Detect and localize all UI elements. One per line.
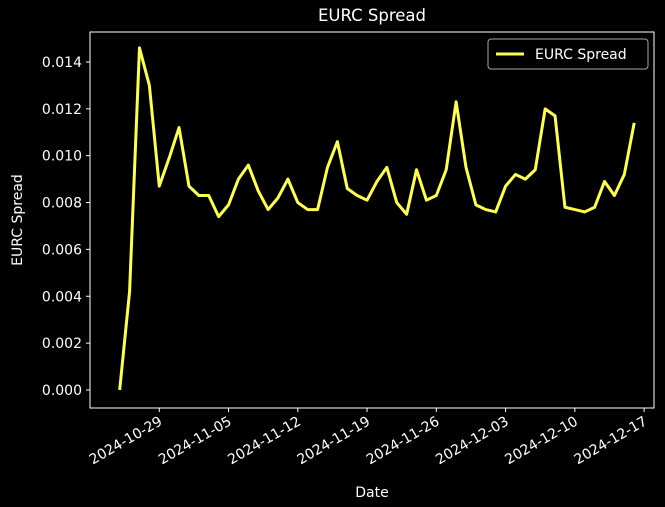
y-tick-label: 0.010 — [42, 149, 82, 165]
x-tick-label: 2024-10-29 — [87, 414, 165, 469]
data-line — [118, 46, 636, 391]
axes-frame — [89, 31, 655, 409]
x-tick-label: 2024-11-12 — [225, 414, 303, 469]
x-tick-label: 2024-11-19 — [295, 414, 373, 469]
x-axis-label: Date — [355, 485, 388, 501]
y-tick-label: 0.002 — [42, 336, 82, 352]
y-tick-label: 0.004 — [42, 289, 82, 305]
x-tick-label: 2024-12-10 — [502, 414, 580, 469]
y-tick-label: 0.012 — [42, 102, 82, 118]
y-tick-label: 0.006 — [42, 242, 82, 258]
y-tick-label: 0.014 — [42, 55, 82, 71]
x-tick-label: 2024-12-03 — [433, 414, 511, 469]
legend-box — [487, 38, 649, 70]
legend-label: EURC Spread — [535, 47, 627, 63]
x-tick-label: 2024-11-26 — [364, 414, 443, 469]
x-tick-label: 2024-12-17 — [572, 414, 650, 469]
y-tick-label: 0.008 — [42, 196, 82, 212]
y-tick-label: 0.000 — [42, 383, 82, 399]
y-axis-label: EURC Spread — [10, 174, 26, 266]
chart-title: EURC Spread — [318, 6, 426, 25]
x-tick-label: 2024-11-05 — [156, 414, 234, 469]
